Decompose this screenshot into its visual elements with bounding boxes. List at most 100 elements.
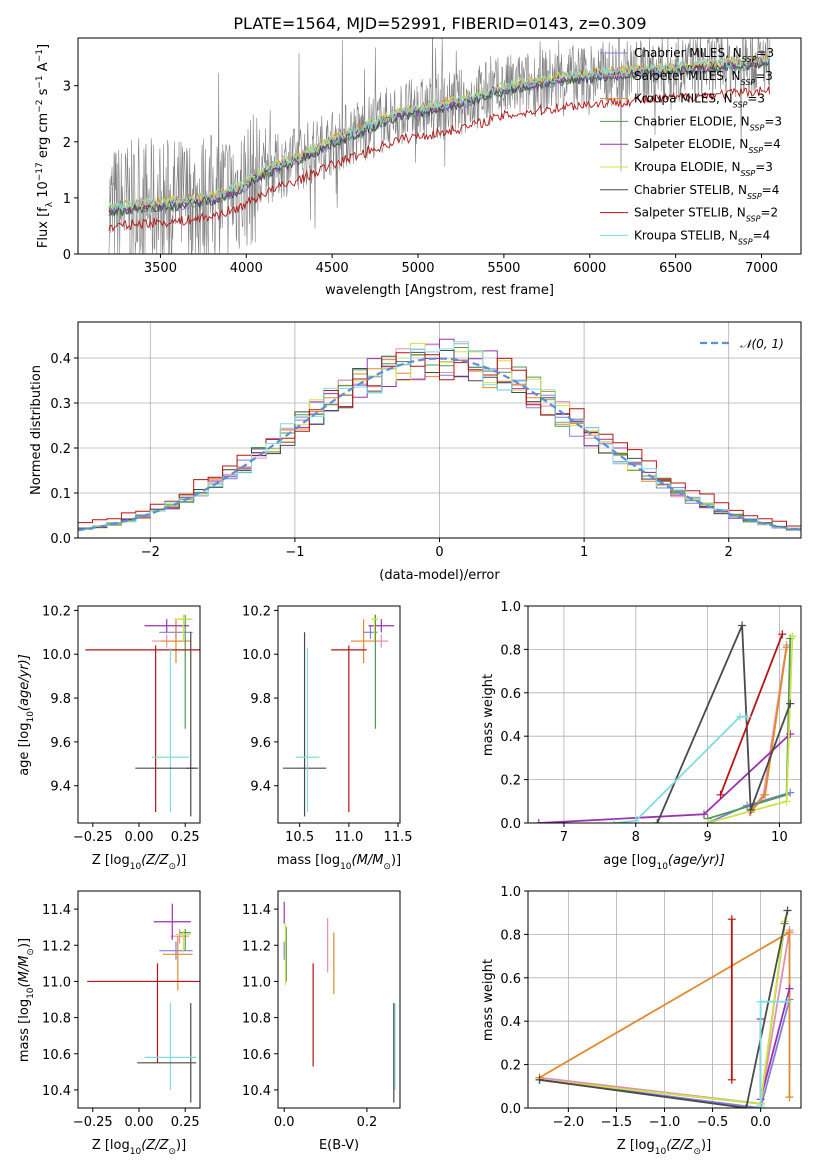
y-axis-label: mass [log10(M/M⊙)] [17, 938, 36, 1062]
y-tick-label: 9.8 [50, 692, 71, 707]
ticks: 0.0 0.2 10.4 10.6 10.8 11.0 11.2 11.4 [242, 903, 377, 1130]
x-axis-label: wavelength [Angstrom, rest frame] [325, 283, 554, 298]
weight-line [656, 625, 792, 823]
y-tick-label: 11.2 [42, 939, 71, 954]
axes-frame [77, 890, 201, 1109]
y-tick-label: 11.0 [242, 975, 271, 990]
normal-curve [78, 357, 801, 532]
weight-marker [786, 730, 795, 739]
x-tick-label: −0.25 [73, 830, 113, 845]
axes-frame [277, 605, 401, 824]
weight-line [539, 910, 789, 1108]
axes-frame [527, 890, 802, 1109]
y-tick-label: 10.6 [42, 1048, 71, 1063]
y-tick-label: 0.0 [50, 532, 71, 547]
y-tick-label: 0.6 [500, 972, 521, 987]
ticks: 10.5 11.0 11.5 9.4 9.6 9.8 10.0 10.2 [242, 604, 412, 845]
weight-marker [742, 1104, 751, 1108]
weight-marker [778, 630, 787, 639]
y-axis-label: Flux [fλ 10−17 erg cm−2 s−1 A−1] [35, 44, 55, 248]
weight-marker [716, 790, 725, 799]
x-tick-label: 11.5 [384, 830, 413, 845]
weight-marker [535, 1075, 544, 1084]
y-tick-label: 0.0 [500, 817, 521, 832]
y-tick-label: 0.4 [500, 1015, 521, 1030]
x-axis-label: Z [log10(Z/Z⊙)] [92, 1138, 186, 1157]
y-tick-label: 10.6 [242, 1048, 271, 1063]
age-vs-mass-panel: 10.5 11.0 11.5 9.4 9.6 9.8 10.0 10.2 mass [log10… [242, 604, 412, 872]
axes-frame [77, 605, 201, 824]
y-tick-label: 1.0 [500, 600, 521, 615]
ticks: 3500 4000 4500 5000 5500 6000 6500 7000 0 1 2 3 [63, 80, 778, 276]
ticks: 7 8 9 10 0.0 0.2 0.4 0.6 0.8 1.0 [500, 600, 787, 845]
x-tick-label: 0.25 [171, 830, 200, 845]
weight-marker [785, 928, 794, 937]
weight-marker [534, 819, 543, 823]
x-tick-label: 4500 [316, 261, 349, 276]
y-tick-label: 1 [63, 192, 71, 207]
weight-line [759, 988, 791, 1100]
weight-marker [783, 997, 792, 1006]
weight-marker [727, 915, 736, 924]
x-tick-label: −1.0 [649, 1115, 681, 1130]
x-tick-label: 2 [725, 545, 733, 560]
x-tick-label: 8 [632, 830, 640, 845]
x-tick-label: 7 [560, 830, 568, 845]
spectrum-legend: Chabrier MILES, NSSP=3 Salpeter MILES, NS… [600, 46, 782, 246]
x-tick-label: 4000 [230, 261, 263, 276]
weight-line [719, 633, 784, 796]
x-tick-label: −2.0 [553, 1115, 585, 1130]
mass-vs-Z-panel: −0.25 0.00 0.25 10.4 10.6 10.8 11.0 11.2 11.4 Z [… [17, 890, 201, 1157]
y-tick-label: 0.2 [50, 442, 71, 457]
x-axis-label: Z [log10(Z/Z⊙)] [92, 853, 186, 872]
y-tick-label: 10.4 [242, 1084, 271, 1099]
y-tick-label: 3 [63, 80, 71, 95]
y-tick-label: 0.4 [50, 352, 71, 367]
x-tick-label: 0.25 [171, 1115, 200, 1130]
spectrum-panel: 3500 4000 4500 5000 5500 6000 6500 7000 0 1 2 3 Chab… [35, 37, 802, 298]
y-tick-label: 10.2 [242, 604, 271, 619]
y-tick-label: 10.8 [242, 1012, 271, 1027]
y-tick-label: 0.2 [500, 774, 521, 789]
spectrum-model-line [108, 85, 771, 233]
x-tick-label: 11.0 [334, 830, 363, 845]
legend-entry: Chabrier STELIB, NSSP=4 [634, 183, 779, 201]
legend-entry: Chabrier MILES, NSSP=3 [634, 46, 774, 64]
weight-marker [783, 906, 792, 915]
y-tick-label: 0.2 [500, 1059, 521, 1074]
y-tick-label: 9.6 [250, 736, 271, 751]
x-tick-label: 5500 [487, 261, 520, 276]
weight-marker [653, 819, 662, 823]
y-tick-label: 0.8 [500, 643, 521, 658]
y-tick-label: 11.2 [242, 939, 271, 954]
y-tick-label: 10.0 [242, 648, 271, 663]
spectrum-model-line [108, 55, 771, 212]
y-axis-label: mass weight [481, 959, 496, 1041]
x-tick-label: 0.0 [750, 1115, 771, 1130]
y-tick-label: 2 [63, 136, 71, 151]
legend-entry: Salpeter MILES, NSSP=3 [634, 69, 773, 87]
x-tick-label: 10 [771, 830, 788, 845]
weight-marker [756, 1101, 765, 1108]
weight-marker [727, 1075, 736, 1084]
x-tick-label: −2 [141, 545, 160, 560]
y-tick-label: 11.4 [42, 903, 71, 918]
weight-marker [738, 621, 747, 630]
x-tick-label: 5000 [401, 261, 434, 276]
axes-frame [77, 321, 802, 539]
x-tick-label: 0 [435, 545, 443, 560]
y-tick-label: 9.4 [50, 780, 71, 795]
y-tick-label: 0.6 [500, 687, 521, 702]
axes-frame [77, 37, 802, 255]
y-tick-label: 0.3 [50, 397, 71, 412]
x-axis-label: Z [log10(Z/Z⊙)] [617, 1138, 711, 1157]
x-tick-label: −0.25 [73, 1115, 113, 1130]
y-tick-label: 9.6 [50, 736, 71, 751]
x-tick-label: 3500 [144, 261, 177, 276]
y-tick-label: 0.4 [500, 730, 521, 745]
x-tick-label: 0.00 [125, 1115, 154, 1130]
y-tick-label: 9.4 [250, 780, 271, 795]
y-tick-label: 0.1 [50, 487, 71, 502]
y-tick-label: 1.0 [500, 885, 521, 900]
